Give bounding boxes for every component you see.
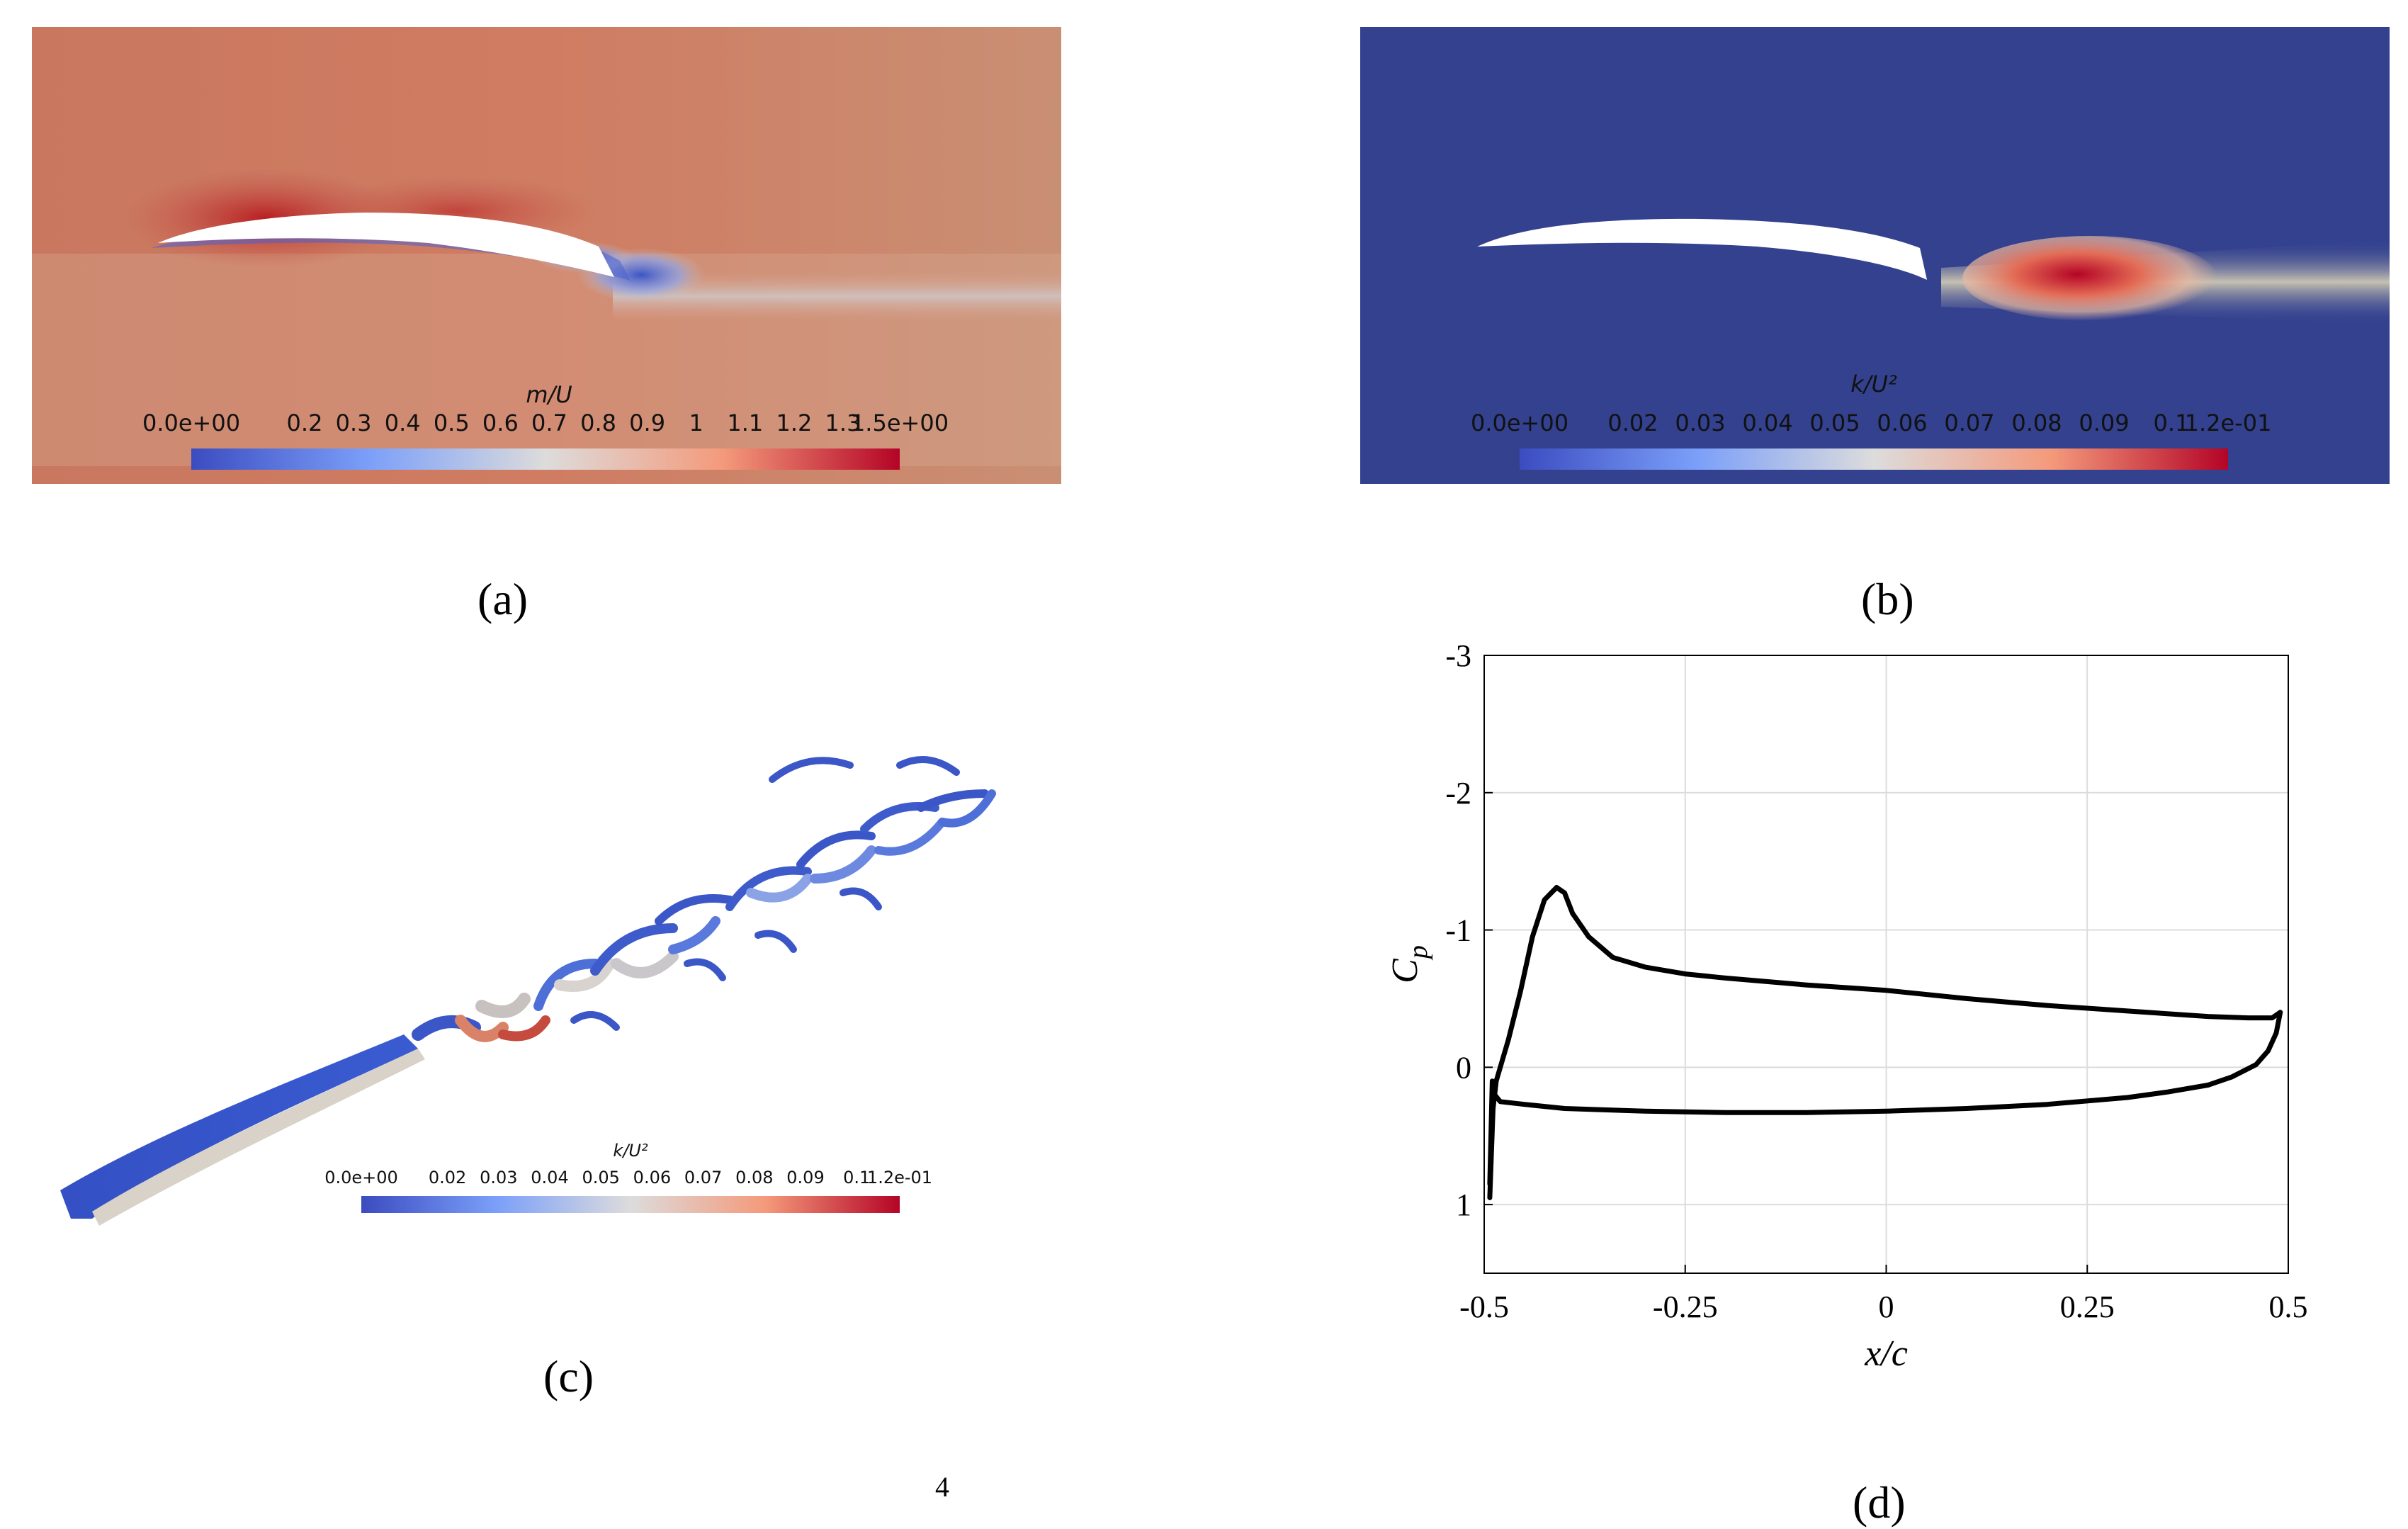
panel-b-colorbar-tick: 0.06 bbox=[1877, 410, 1928, 436]
panel-b-colorbar-tick: 0.07 bbox=[1944, 410, 1995, 436]
colorbar-title: m/U bbox=[526, 381, 572, 408]
panel-a-colorbar-tick: 1 bbox=[689, 410, 703, 436]
panel-b-colorbar-tick: 0.03 bbox=[1675, 410, 1726, 436]
colorbar-title: k/U² bbox=[613, 1141, 648, 1161]
panel-a-colorbar-tick: 0.0e+00 bbox=[142, 410, 241, 436]
vortex-structures bbox=[412, 756, 996, 1042]
panel-a-colorbar-tick: 0.5 bbox=[433, 410, 470, 436]
x-tick-label: -0.25 bbox=[1653, 1290, 1718, 1324]
panel-a: m/U 0.0e+00 0.2 0.3 0.4 0.5 0.6 0.7 0.8 0.9 1 1.1 1… bbox=[32, 27, 1061, 484]
panel-b-colorbar-tick: 0.0e+00 bbox=[1470, 410, 1569, 436]
panel-c-colorbar-tick: 0.03 bbox=[480, 1168, 518, 1187]
panel-c-colorbar-tick: 0.0e+00 bbox=[324, 1168, 398, 1187]
x-tick-label: 0.25 bbox=[2060, 1290, 2115, 1324]
panel-b-colorbar-tick: 0.1 bbox=[2153, 410, 2190, 436]
panel-b-colorbar-tick: 0.09 bbox=[2079, 410, 2130, 436]
y-tick-label: -1 bbox=[1445, 913, 1471, 948]
panel-c-colorbar-tick: 0.07 bbox=[684, 1168, 723, 1187]
cp-series-line-1 bbox=[1487, 885, 2283, 1200]
panel-a-colorbar-tick: 0.6 bbox=[482, 410, 519, 436]
panel-a-colorbar-tick: 0.8 bbox=[580, 410, 616, 436]
panel-b-field bbox=[1360, 27, 2390, 484]
panel-c-colorbar-tick: 0.06 bbox=[633, 1168, 672, 1187]
panel-b-colorbar-tick: 0.02 bbox=[1607, 410, 1658, 436]
cp-chart: -0.5 -0.25 0 0.25 0.5 -3 -2 -1 0 1 x/c Cp bbox=[1385, 638, 2308, 1374]
caption-a: (a) bbox=[455, 521, 528, 626]
blade-surface bbox=[60, 1034, 418, 1219]
panel-c: k/U² 0.0e+00 0.02 0.03 0.04 0.05 0.06 0.07 0.08… bbox=[50, 737, 1063, 1233]
colorbar bbox=[191, 448, 900, 470]
x-axis-label: x/c bbox=[1864, 1333, 1908, 1374]
panel-c-vortex-view bbox=[60, 756, 996, 1226]
panel-a-colorbar-tick: 0.2 bbox=[286, 410, 323, 436]
panel-a-colorbar-tick: 1.3 bbox=[825, 410, 861, 436]
cp-series-line-2 bbox=[1487, 1010, 2283, 1187]
y-tick-label: 0 bbox=[1456, 1050, 1471, 1085]
panel-c-colorbar-tick: 0.1 bbox=[843, 1168, 871, 1187]
colorbar bbox=[361, 1196, 900, 1213]
caption-b: (b) bbox=[1838, 521, 1914, 626]
panel-b: k/U² 0.0e+00 0.02 0.03 0.04 0.05 0.06 0.07 0.08… bbox=[1360, 27, 2390, 484]
panel-b-colorbar-tick: 1.2e-01 bbox=[2184, 410, 2272, 436]
colorbar-title: k/U² bbox=[1850, 371, 1897, 397]
x-tick-label: -0.5 bbox=[1459, 1290, 1509, 1324]
caption-b-label: (b) bbox=[1861, 574, 1914, 624]
caption-d: (d) bbox=[1830, 1424, 1906, 1529]
panel-c-colorbar-tick: 1.2e-01 bbox=[866, 1168, 933, 1187]
airfoil-shape bbox=[158, 213, 614, 277]
panel-a-field bbox=[32, 27, 1061, 484]
panel-a-colorbar-tick: 0.3 bbox=[335, 410, 372, 436]
airfoil-shape bbox=[1477, 218, 1927, 280]
panel-a-colorbar-tick: 1.5e+00 bbox=[850, 410, 949, 436]
panel-a-colorbar-tick: 1.2 bbox=[776, 410, 813, 436]
panel-c-colorbar-tick: 0.08 bbox=[735, 1168, 774, 1187]
caption-a-label: (a) bbox=[477, 574, 528, 624]
panel-c-colorbar-tick: 0.02 bbox=[428, 1168, 467, 1187]
stray-superscript: 4 bbox=[935, 1471, 949, 1503]
panel-a-colorbar-tick: 0.9 bbox=[629, 410, 666, 436]
y-tick-label: -3 bbox=[1445, 638, 1471, 673]
x-tick-label: 0 bbox=[1879, 1290, 1894, 1324]
panel-c-colorbar-tick: 0.09 bbox=[786, 1168, 825, 1187]
colorbar bbox=[1520, 448, 2228, 470]
panel-c-colorbar-tick: 0.04 bbox=[531, 1168, 569, 1187]
panel-a-colorbar-tick: 1.1 bbox=[727, 410, 764, 436]
y-axis-label-subscript: p bbox=[1403, 945, 1433, 961]
caption-d-label: (d) bbox=[1853, 1477, 1906, 1528]
x-tick-label: 0.5 bbox=[2269, 1290, 2308, 1324]
panel-b-colorbar-tick: 0.04 bbox=[1742, 410, 1793, 436]
blade-underside bbox=[92, 1049, 425, 1226]
y-axis-label: Cp bbox=[1385, 945, 1433, 983]
caption-c: (c) bbox=[521, 1298, 594, 1403]
caption-c-label: (c) bbox=[543, 1351, 594, 1401]
y-tick-label: -2 bbox=[1445, 776, 1471, 811]
panel-a-colorbar-tick: 0.7 bbox=[531, 410, 567, 436]
panel-a-colorbar-tick: 0.4 bbox=[384, 410, 421, 436]
panel-c-colorbar-tick: 0.05 bbox=[582, 1168, 620, 1187]
y-tick-label: 1 bbox=[1456, 1187, 1471, 1222]
panel-b-colorbar-tick: 0.08 bbox=[2011, 410, 2062, 436]
panel-d: -0.5 -0.25 0 0.25 0.5 -3 -2 -1 0 1 x/c Cp bbox=[1346, 624, 2408, 1495]
panel-b-colorbar-tick: 0.05 bbox=[1809, 410, 1860, 436]
